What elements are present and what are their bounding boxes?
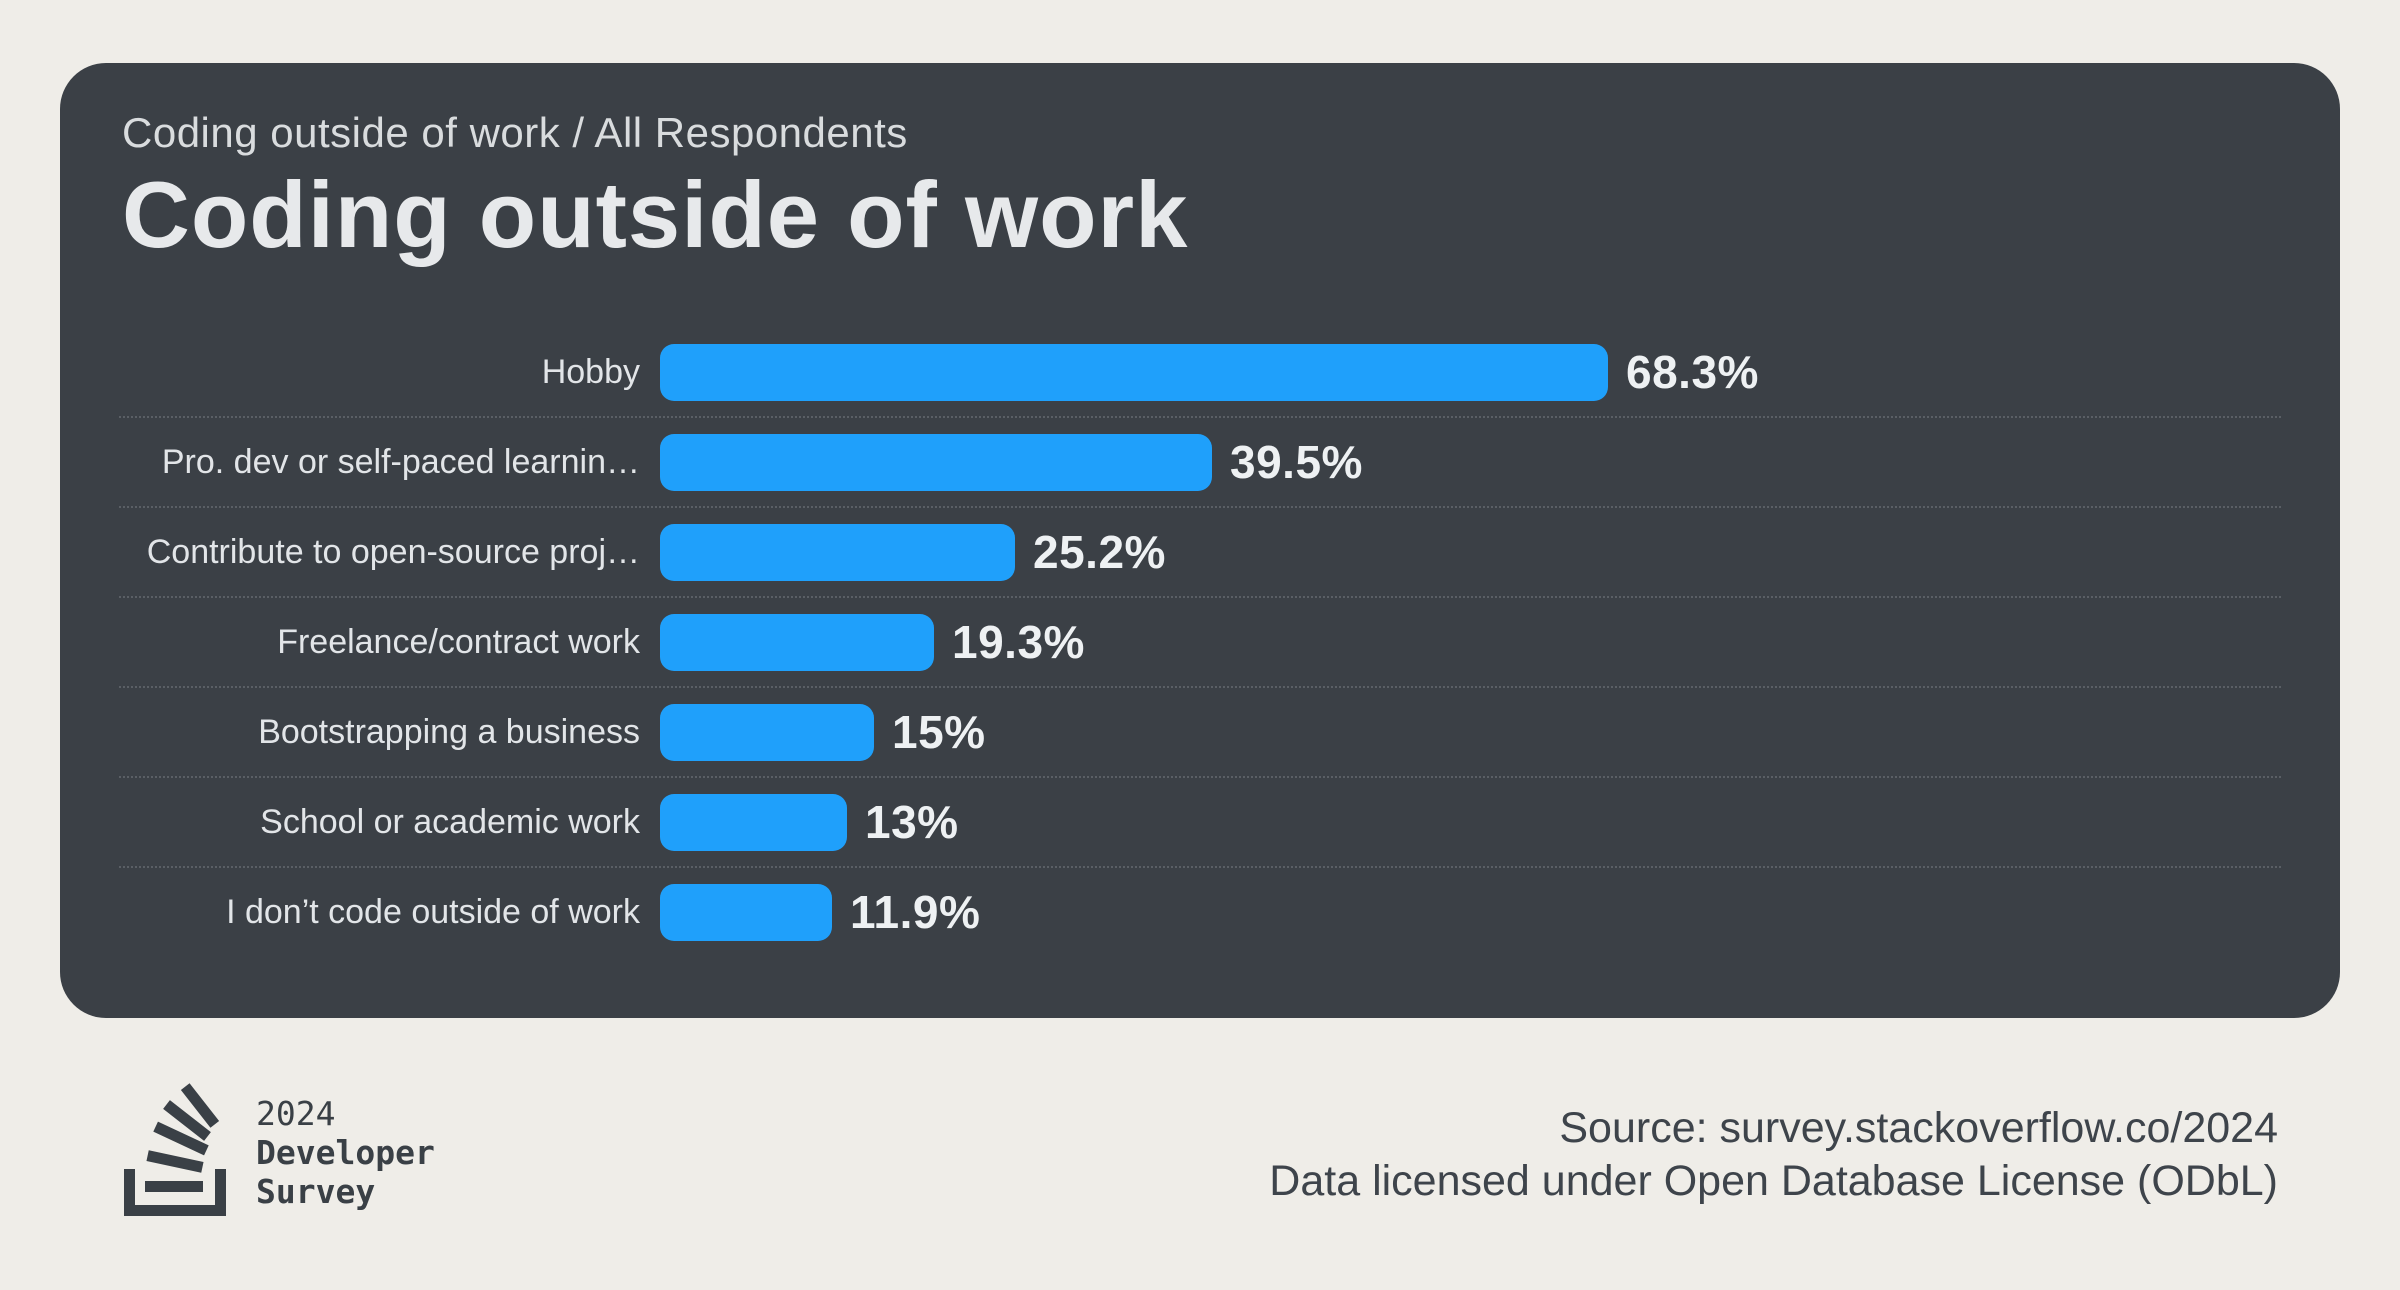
value-label: 11.9%: [850, 886, 981, 938]
value-label: 13%: [865, 796, 959, 848]
bar[interactable]: [660, 343, 1608, 401]
category-label: Bootstrapping a business: [258, 712, 640, 751]
row-separator: [119, 596, 2281, 598]
survey-year: 2024: [256, 1094, 336, 1133]
bar[interactable]: [660, 613, 934, 671]
bar-row: Bootstrapping a business 15%: [60, 686, 2340, 777]
category-label: School or academic work: [260, 802, 640, 841]
row-separator: [119, 776, 2281, 778]
row-separator: [119, 506, 2281, 508]
value-label: 39.5%: [1230, 436, 1363, 488]
bar-row: Pro. dev or self-paced learnin… 39.5%: [60, 416, 2340, 507]
chart-card: Coding outside of work / All Respondents…: [60, 63, 2340, 1018]
bar[interactable]: [660, 433, 1212, 491]
stack-overflow-logo-icon: [124, 1083, 226, 1216]
row-separator: [119, 866, 2281, 868]
bar-row: I don’t code outside of work 11.9%: [60, 866, 2340, 957]
value-label: 68.3%: [1626, 346, 1759, 398]
category-label: Hobby: [541, 352, 640, 391]
bar[interactable]: [660, 703, 874, 761]
bar-row: Hobby 68.3%: [60, 327, 2340, 417]
survey-wordmark: 2024 Developer Survey: [256, 1094, 435, 1211]
value-label: 15%: [892, 706, 986, 758]
bar-chart: Hobby 68.3% Pro. dev or self-paced learnin…: [60, 327, 2340, 957]
category-label: I don’t code outside of work: [226, 892, 640, 931]
bar[interactable]: [660, 523, 1015, 581]
bar-row: School or academic work 13%: [60, 776, 2340, 867]
bar-row: Contribute to open-source proj… 25.2%: [60, 506, 2340, 597]
value-label: 19.3%: [952, 616, 1085, 668]
survey-word-survey: Survey: [256, 1172, 376, 1211]
bar[interactable]: [660, 883, 832, 941]
source-attribution: Source: survey.stackoverflow.co/2024 Dat…: [1269, 1102, 2278, 1208]
category-label: Contribute to open-source proj…: [146, 532, 640, 571]
bar[interactable]: [660, 793, 847, 851]
bar-row: Freelance/contract work 19.3%: [60, 596, 2340, 687]
category-label: Pro. dev or self-paced learnin…: [161, 442, 640, 481]
value-label: 25.2%: [1033, 526, 1166, 578]
row-separator: [119, 686, 2281, 688]
license-line: Data licensed under Open Database Licens…: [1269, 1157, 2278, 1205]
row-separator: [119, 416, 2281, 418]
breadcrumb: Coding outside of work / All Respondents: [122, 109, 908, 156]
source-line: Source: survey.stackoverflow.co/2024: [1559, 1104, 2278, 1152]
category-label: Freelance/contract work: [277, 622, 640, 661]
page-title: Coding outside of work: [122, 162, 1189, 267]
survey-word-developer: Developer: [256, 1133, 435, 1172]
